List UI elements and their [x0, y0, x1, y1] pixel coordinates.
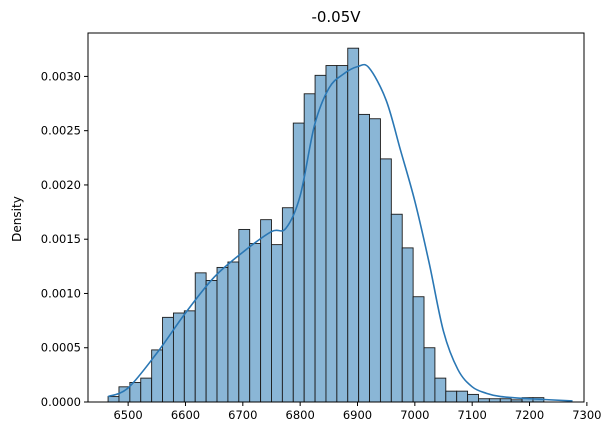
kde-curve	[107, 63, 573, 402]
x-tick-label: 7100	[458, 408, 487, 422]
histogram-bar	[292, 122, 305, 403]
x-tick-label: 6800	[286, 408, 315, 422]
histogram-bar	[467, 393, 479, 403]
histogram-bar	[183, 310, 196, 403]
histogram-bar	[401, 247, 414, 403]
x-tick-label: 7000	[400, 408, 429, 422]
x-tick-label: 6700	[228, 408, 257, 422]
histogram-bar	[281, 207, 294, 403]
histogram-bar	[107, 396, 120, 403]
x-tick-label: 6500	[113, 408, 142, 422]
y-axis-label: Density	[10, 196, 24, 242]
chart-title: -0.05V	[311, 8, 361, 26]
histogram-bar	[336, 65, 349, 403]
histogram-bar	[423, 347, 436, 403]
y-tick-label: 0.0030	[41, 69, 81, 83]
histogram-bar	[227, 261, 240, 403]
histogram-bar	[412, 296, 425, 403]
histogram-bar	[456, 390, 469, 403]
y-tick-label: 0.0015	[41, 232, 81, 246]
x-tick-label: 7200	[515, 408, 544, 422]
histogram-bar	[358, 113, 370, 403]
histogram-bar	[347, 47, 360, 403]
plot-frame	[87, 32, 585, 403]
histogram-bar	[390, 213, 403, 403]
histogram-bar	[445, 390, 458, 403]
x-tick-label: 6900	[343, 408, 372, 422]
histogram-bar	[118, 386, 131, 403]
histogram-bar	[205, 280, 218, 403]
histogram-bar	[238, 228, 251, 403]
histogram-bar	[216, 266, 229, 403]
histogram-bar	[260, 219, 272, 403]
histogram-bar	[325, 65, 338, 403]
histogram-bar	[303, 93, 316, 403]
histogram-bar	[162, 316, 174, 403]
x-tick-label: 6600	[171, 408, 200, 422]
x-tick-label: 7300	[572, 408, 601, 422]
histogram-bar	[369, 118, 381, 403]
histogram-bar	[140, 377, 153, 403]
histogram-bar	[314, 74, 327, 403]
histogram-bar	[249, 243, 262, 403]
y-tick-label: 0.0005	[41, 341, 81, 355]
y-tick-label: 0.0025	[41, 124, 81, 138]
y-tick-label: 0.0000	[41, 395, 81, 409]
y-tick-label: 0.0020	[41, 178, 81, 192]
histogram-bar	[379, 158, 392, 403]
kde-layer	[107, 63, 573, 402]
histogram-bar	[271, 244, 283, 403]
y-tick-label: 0.0010	[41, 286, 81, 300]
axes: 6500 6600 6700 6800 6900 7000 7100 7200 7300 0.00…	[41, 69, 602, 422]
histogram-bar	[434, 377, 447, 403]
